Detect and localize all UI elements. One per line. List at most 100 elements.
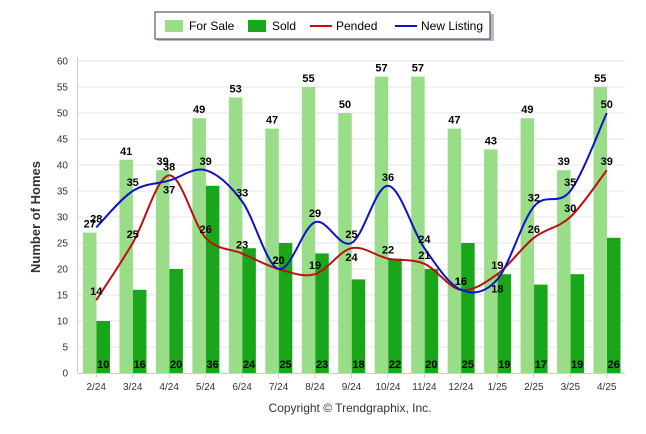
x-tick-label: 12/24 bbox=[448, 382, 473, 393]
label-pended: 38 bbox=[163, 161, 175, 173]
label-new-listing: 24 bbox=[418, 234, 431, 246]
label-for-sale: 55 bbox=[594, 73, 606, 85]
line-pended bbox=[95, 169, 608, 301]
copyright-credit: Copyright © Trendgraphix, Inc. bbox=[269, 401, 432, 415]
label-sold: 25 bbox=[279, 359, 291, 371]
label-for-sale: 57 bbox=[375, 63, 387, 75]
bar-sold bbox=[570, 274, 585, 373]
label-sold: 24 bbox=[243, 359, 256, 371]
y-axis-title: Number of Homes bbox=[28, 161, 43, 273]
label-new-listing: 20 bbox=[272, 255, 284, 267]
label-pended: 22 bbox=[382, 245, 394, 257]
label-for-sale: 47 bbox=[266, 115, 278, 127]
label-sold: 25 bbox=[462, 359, 474, 371]
x-tick-label: 11/24 bbox=[412, 382, 437, 393]
label-sold: 19 bbox=[498, 359, 510, 371]
bar-sold bbox=[388, 258, 402, 373]
data-labels: 27 41 39 49 53 47 55 50 57 57 47 43 49 39 55 10 16 20 36 24… bbox=[84, 63, 620, 371]
y-tick-label: 25 bbox=[57, 239, 69, 250]
label-new-listing: 37 bbox=[163, 185, 175, 197]
label-sold: 17 bbox=[535, 359, 547, 371]
legend-label-sold: Sold bbox=[272, 19, 296, 33]
label-pended: 19 bbox=[309, 260, 321, 272]
label-pended: 14 bbox=[90, 286, 103, 298]
y-tick-label: 15 bbox=[57, 291, 69, 302]
label-for-sale: 55 bbox=[302, 73, 314, 85]
legend-swatch-sold bbox=[248, 20, 266, 32]
bar-for-sale bbox=[520, 118, 535, 373]
x-tick-label: 10/24 bbox=[375, 382, 400, 393]
y-tick-label: 5 bbox=[62, 343, 68, 354]
label-new-listing: 16 bbox=[455, 276, 467, 288]
bar-for-sale bbox=[447, 128, 462, 373]
x-tick-label: 6/24 bbox=[232, 382, 252, 393]
bar-sold bbox=[205, 185, 220, 373]
label-pended: 39 bbox=[601, 156, 613, 168]
x-tick-label: 2/24 bbox=[86, 382, 106, 393]
label-sold: 18 bbox=[352, 359, 364, 371]
label-for-sale: 39 bbox=[558, 156, 570, 168]
legend-label-pended: Pended bbox=[336, 19, 377, 33]
lines bbox=[95, 112, 608, 301]
y-tick-label: 45 bbox=[57, 135, 69, 146]
label-for-sale: 27 bbox=[84, 219, 96, 231]
x-tick-label: 5/24 bbox=[196, 382, 216, 393]
label-pended: 30 bbox=[564, 203, 576, 215]
label-pended: 16 bbox=[455, 276, 467, 288]
bar-sold bbox=[242, 248, 256, 373]
bar-for-sale bbox=[119, 159, 133, 373]
y-tick-label: 30 bbox=[57, 213, 69, 224]
bar-sold bbox=[497, 274, 512, 373]
bar-sold bbox=[534, 284, 548, 373]
y-tick-label: 10 bbox=[57, 317, 69, 328]
label-sold: 23 bbox=[316, 359, 328, 371]
bar-for-sale bbox=[557, 170, 571, 373]
label-new-listing: 39 bbox=[200, 156, 212, 168]
bar-sold bbox=[132, 289, 147, 373]
bar-sold bbox=[607, 237, 621, 373]
label-new-listing: 18 bbox=[491, 283, 503, 295]
bar-for-sale bbox=[82, 232, 97, 373]
bar-for-sale bbox=[228, 97, 243, 374]
bar-for-sale bbox=[484, 149, 498, 373]
label-pended: 19 bbox=[491, 260, 503, 272]
label-pended: 24 bbox=[345, 252, 358, 264]
bar-for-sale bbox=[192, 118, 206, 373]
y-tick-label: 40 bbox=[57, 161, 69, 172]
bar-sold bbox=[169, 269, 183, 373]
axes: 0 5 10 15 20 25 30 35 40 45 50 55 60 2/24 3/24 4/24 5/24… bbox=[57, 57, 625, 393]
label-new-listing: 29 bbox=[309, 208, 321, 220]
line-new-listing bbox=[95, 112, 608, 294]
x-tick-label: 7/24 bbox=[269, 382, 289, 393]
y-tick-label: 60 bbox=[57, 57, 69, 68]
label-sold: 20 bbox=[425, 359, 437, 371]
label-for-sale: 49 bbox=[193, 104, 205, 116]
bar-for-sale bbox=[265, 128, 279, 373]
label-sold: 10 bbox=[97, 359, 109, 371]
label-pended: 21 bbox=[418, 250, 430, 262]
label-pended: 23 bbox=[236, 239, 248, 251]
y-tick-label: 35 bbox=[57, 187, 69, 198]
bar-for-sale bbox=[374, 76, 389, 373]
bar-for-sale bbox=[301, 87, 316, 373]
label-pended: 26 bbox=[200, 224, 212, 236]
x-tick-label: 1/25 bbox=[488, 382, 508, 393]
label-new-listing: 35 bbox=[127, 177, 139, 189]
y-tick-label: 20 bbox=[57, 265, 69, 276]
label-for-sale: 50 bbox=[339, 99, 351, 111]
y-tick-label: 0 bbox=[62, 369, 68, 380]
bar-for-sale bbox=[155, 170, 170, 373]
label-pended: 25 bbox=[127, 229, 139, 241]
label-for-sale: 49 bbox=[521, 104, 533, 116]
label-new-listing: 35 bbox=[564, 177, 576, 189]
bar-sold bbox=[96, 321, 110, 373]
legend-swatch-for-sale bbox=[165, 20, 183, 32]
legend: For Sale Sold Pended New Listing bbox=[154, 11, 494, 41]
x-tick-label: 4/25 bbox=[597, 382, 617, 393]
y-tick-label: 50 bbox=[57, 109, 69, 120]
bar-sold bbox=[424, 269, 439, 373]
label-sold: 20 bbox=[170, 359, 182, 371]
y-tick-label: 55 bbox=[57, 83, 69, 94]
x-tick-label: 8/24 bbox=[305, 382, 325, 393]
